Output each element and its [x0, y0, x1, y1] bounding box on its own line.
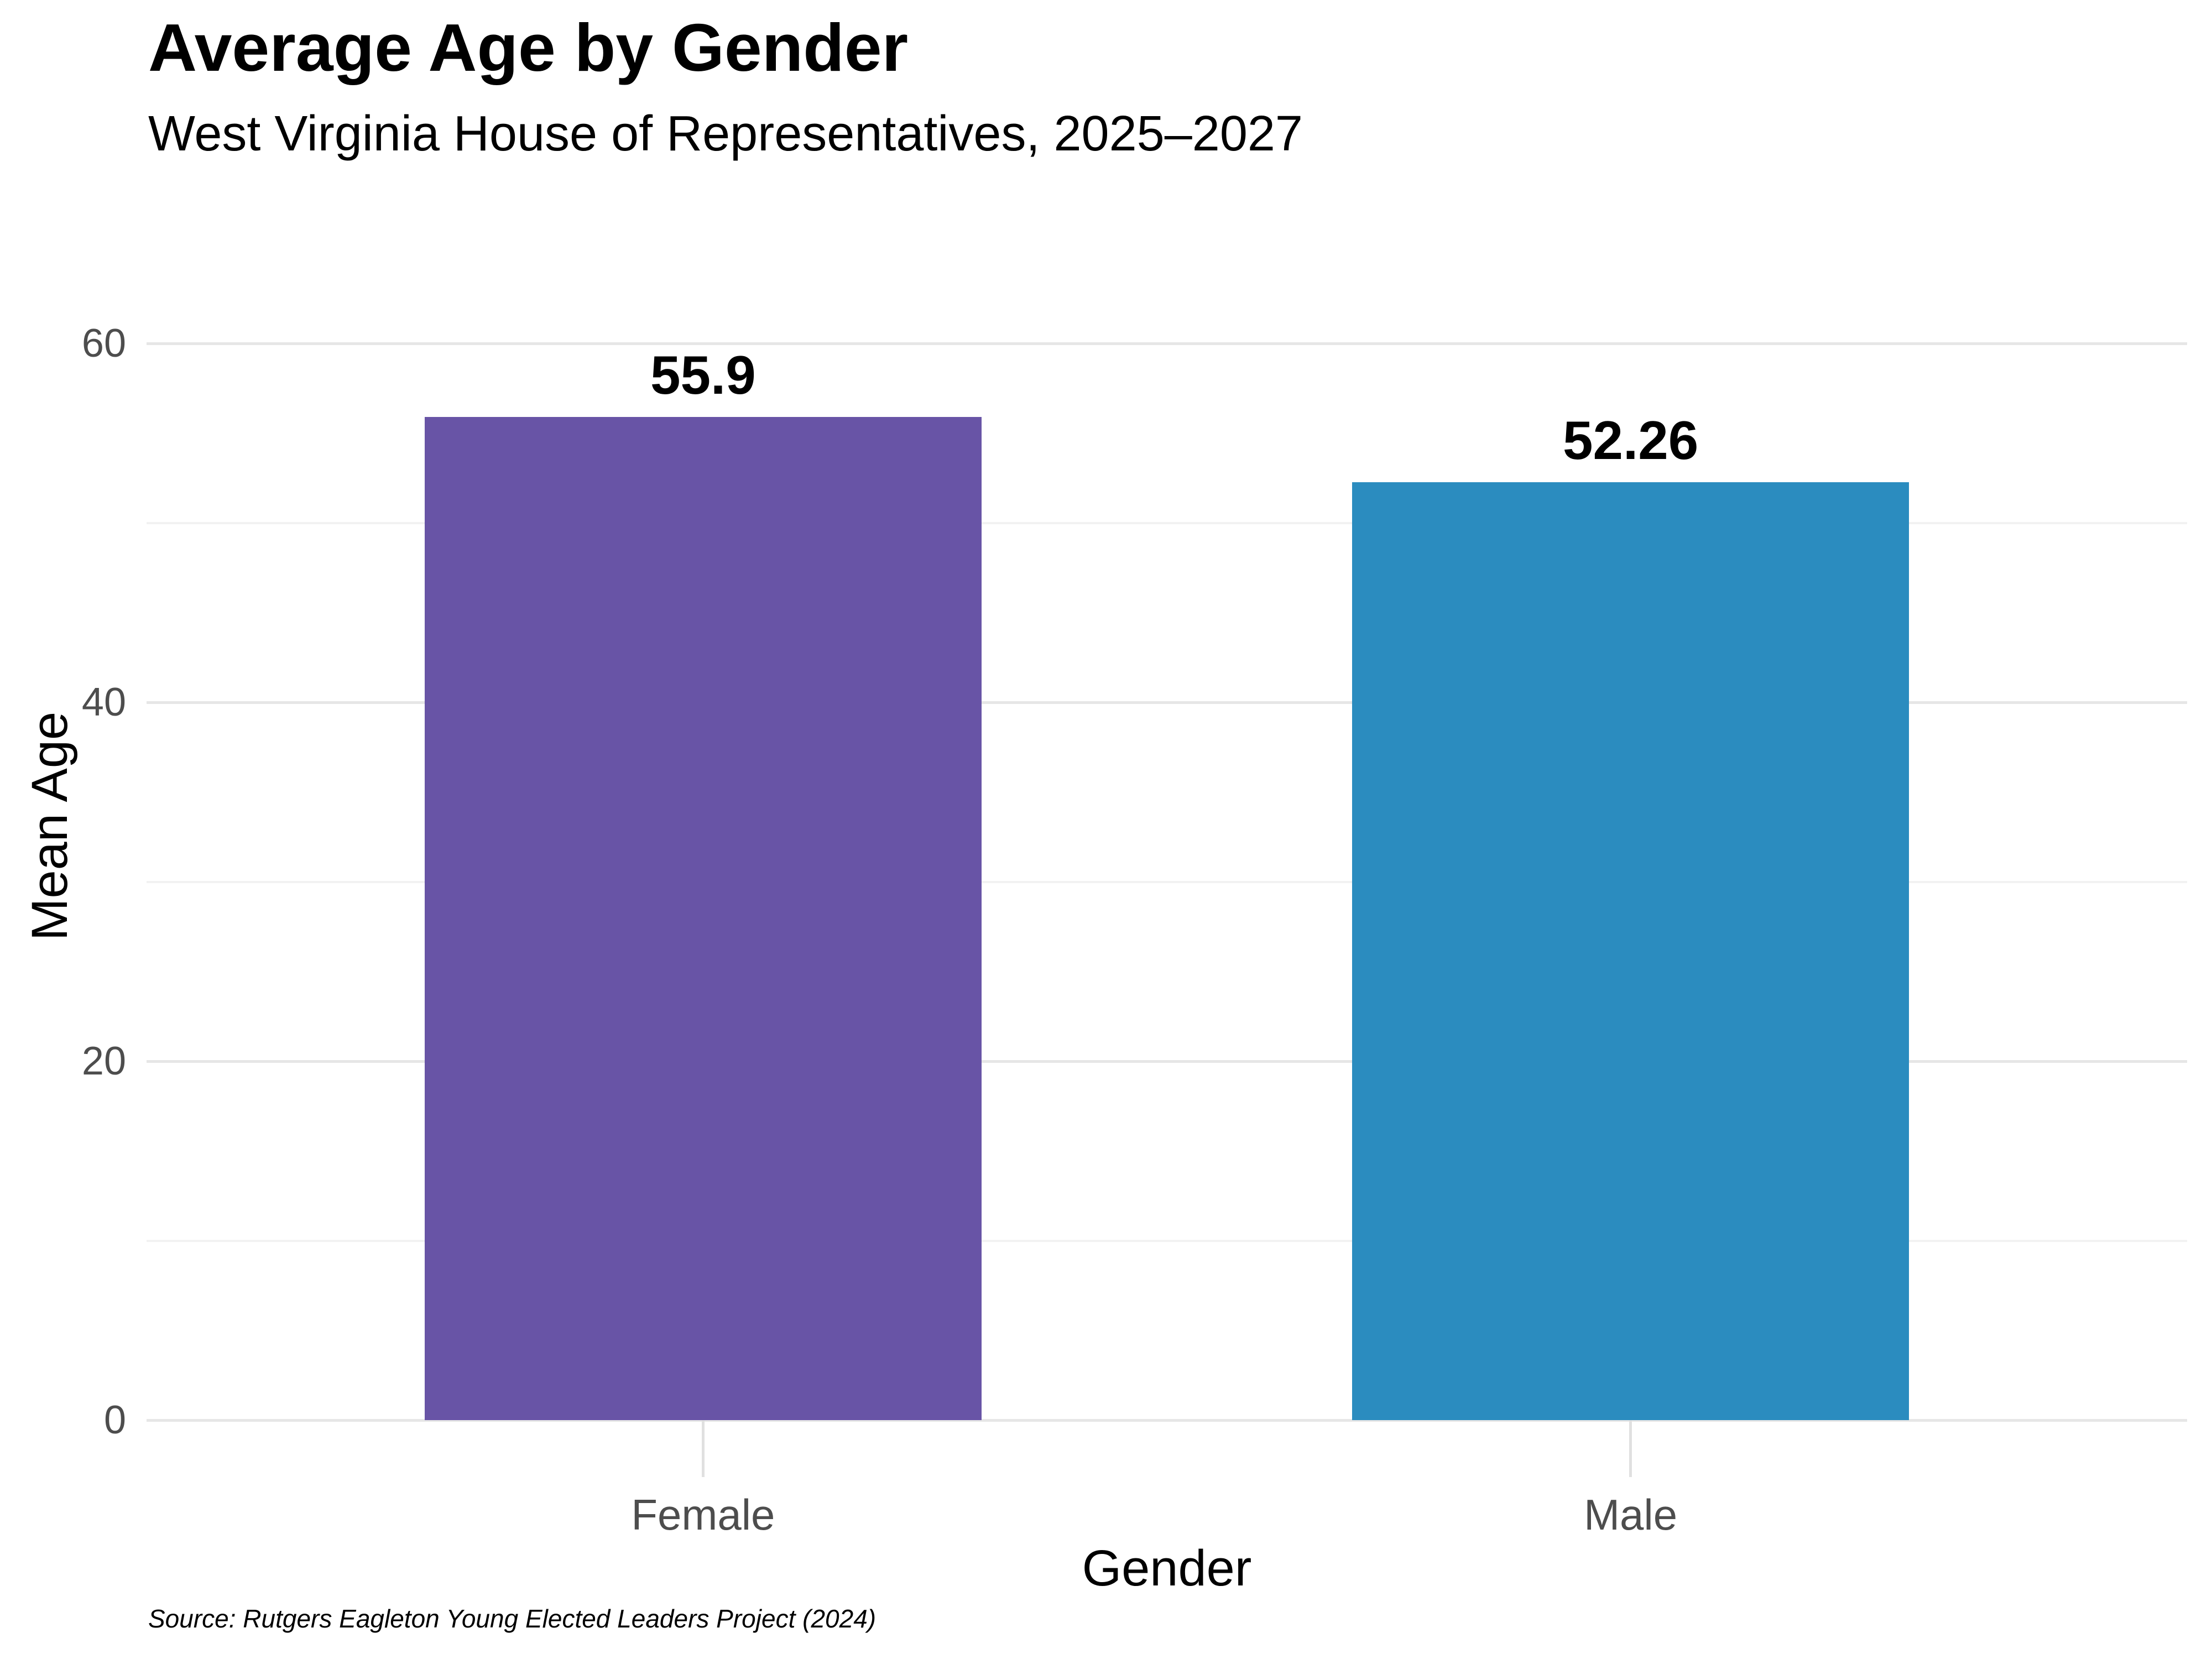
gridline-major — [147, 701, 2187, 704]
y-axis-title: Mean Age — [22, 711, 78, 941]
bar-value-label: 52.26 — [1563, 410, 1699, 471]
gridline-minor — [147, 521, 2187, 524]
bar-male — [1352, 482, 1909, 1420]
bar-female — [425, 417, 982, 1420]
x-tick-label: Male — [1584, 1490, 1678, 1539]
bar-value-label: 55.9 — [650, 345, 756, 406]
gridline-minor — [147, 880, 2187, 883]
y-tick-label: 60 — [81, 321, 126, 366]
x-axis-title: Gender — [1082, 1540, 1252, 1597]
x-tick-mark — [1629, 1420, 1632, 1477]
y-tick-label: 0 — [103, 1398, 126, 1442]
y-tick-label: 20 — [81, 1039, 126, 1084]
x-tick-label: Female — [631, 1490, 775, 1539]
gridline-major — [147, 1060, 2187, 1063]
chart-subtitle: West Virginia House of Representatives, … — [148, 106, 1303, 161]
chart-title: Average Age by Gender — [148, 10, 909, 85]
plot-panel: 0 20 40 60 55.9 Female 52.26 Male — [82, 232, 2187, 1536]
y-tick-label: 40 — [81, 680, 126, 725]
gridline-minor — [147, 1239, 2187, 1242]
gridline-major — [147, 1418, 2187, 1422]
x-tick-mark — [701, 1420, 705, 1477]
gridline-major — [147, 342, 2187, 345]
source-note: Source: Rutgers Eagleton Young Elected L… — [148, 1604, 877, 1633]
